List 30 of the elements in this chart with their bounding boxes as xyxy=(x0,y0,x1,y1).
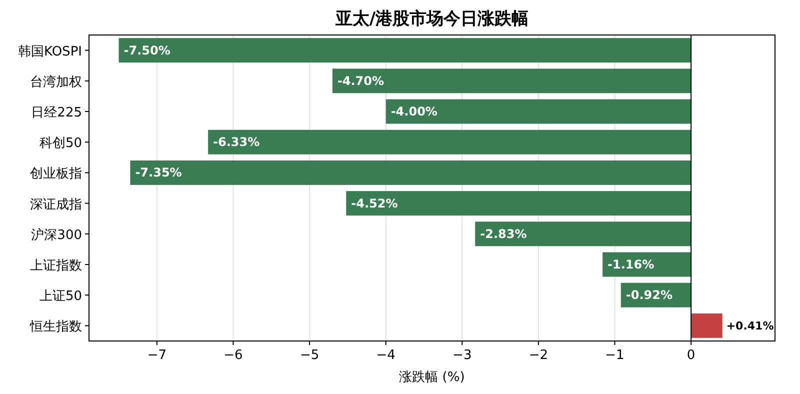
y-tick-label: 上证指数 xyxy=(30,258,82,274)
data-label: -4.00% xyxy=(390,104,438,118)
data-label: -6.33% xyxy=(213,135,260,150)
x-tick-label: −1 xyxy=(605,348,624,363)
data-label: -4.52% xyxy=(351,196,398,210)
x-tick-label: −2 xyxy=(528,348,548,363)
y-tick-label: 创业板指 xyxy=(30,166,82,182)
data-label: +0.41% xyxy=(726,320,774,333)
data-label: -7.35% xyxy=(135,166,182,180)
x-tick-label: 0 xyxy=(686,348,696,363)
y-tick-label: 恒生指数 xyxy=(29,320,82,335)
y-tick-label: 台湾加权 xyxy=(30,74,82,90)
data-label: -7.50% xyxy=(124,43,170,58)
x-tick-label: −7 xyxy=(147,348,166,363)
x-tick-label: −3 xyxy=(452,348,472,363)
data-label: -1.16% xyxy=(608,258,654,272)
data-label: -4.70% xyxy=(337,74,384,88)
y-tick-label: 韩国KOSPI xyxy=(18,44,82,60)
chart-title: 亚太/港股市场今日涨跌幅 xyxy=(334,9,529,29)
y-tick-label: 日经225 xyxy=(31,106,82,120)
x-tick-label: −4 xyxy=(376,348,396,363)
x-tick-label: −5 xyxy=(300,348,320,363)
x-tick-label: −6 xyxy=(224,348,243,363)
data-label: -0.92% xyxy=(626,288,672,302)
y-tick-label: 上证50 xyxy=(39,289,82,304)
x-axis-title: 涨跌幅 (%) xyxy=(399,370,465,385)
y-tick-label: 深证成指 xyxy=(30,197,82,212)
y-tick-label: 科创50 xyxy=(39,136,82,152)
data-label: -2.83% xyxy=(480,226,527,241)
y-tick-label: 沪深300 xyxy=(31,226,82,243)
